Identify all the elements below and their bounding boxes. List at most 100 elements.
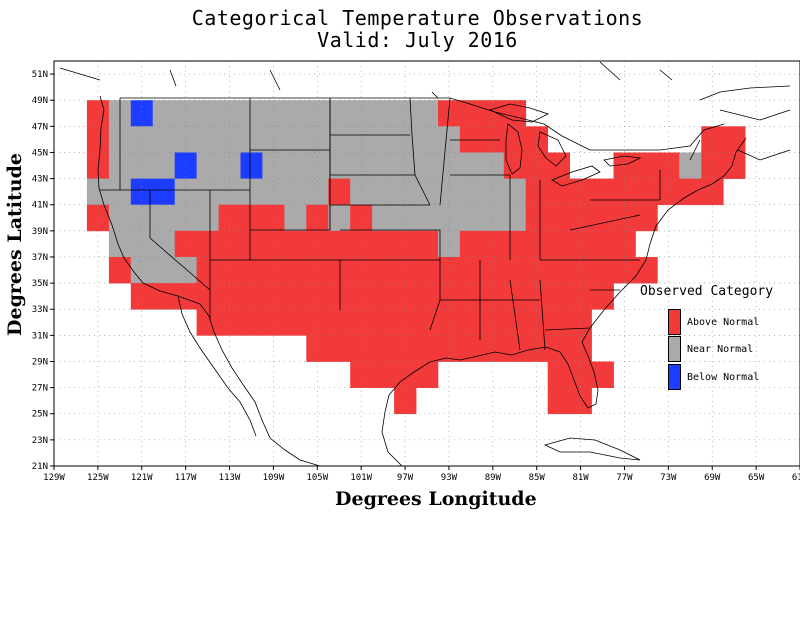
- category-cell: [350, 152, 373, 179]
- category-cell: [262, 152, 285, 179]
- category-cell: [284, 178, 307, 206]
- chart-title: Categorical Temperature Observations: [191, 6, 644, 30]
- category-cell: [701, 126, 724, 153]
- category-cell: [635, 257, 658, 284]
- category-cell: [613, 152, 636, 179]
- category-cell: [328, 126, 351, 153]
- category-cell: [372, 283, 395, 310]
- longitude-tick-label: 81W: [572, 473, 589, 483]
- category-cell: [438, 257, 461, 284]
- category-cell: [196, 230, 219, 258]
- category-cell: [372, 335, 395, 362]
- category-cell: [306, 230, 329, 258]
- category-cell: [262, 257, 285, 284]
- category-cell: [416, 126, 439, 153]
- category-cell: [613, 230, 636, 258]
- category-cell: [679, 152, 702, 179]
- category-cell: [372, 204, 395, 232]
- legend-item-above: Above Normal: [668, 309, 759, 335]
- category-cell: [350, 204, 373, 232]
- legend-item-near: Near Normal: [668, 336, 753, 362]
- category-cell: [416, 361, 439, 388]
- latitude-tick-label: 21N: [32, 462, 48, 472]
- plot-frame: [53, 60, 800, 467]
- category-cell: [503, 126, 527, 153]
- canada-features: [59, 61, 791, 161]
- category-cell: [635, 204, 658, 232]
- lake-superior: [488, 103, 550, 123]
- category-cell: [196, 283, 219, 310]
- latitude-tick-label: 45N: [32, 148, 48, 158]
- us-canada-border: [120, 97, 725, 151]
- category-cell: [394, 257, 417, 284]
- category-cell: [350, 335, 373, 362]
- category-cell: [350, 100, 373, 127]
- category-cell: [350, 126, 373, 153]
- category-cell: [284, 309, 307, 336]
- legend-label-above: Above Normal: [687, 316, 760, 328]
- category-cell: [218, 309, 241, 336]
- category-cell: [459, 178, 483, 206]
- category-cell: [372, 361, 395, 388]
- category-cell: [306, 152, 329, 179]
- category-cell: [547, 335, 570, 362]
- latitude-ticks: 51N 49N 47N 45N 43N 41N 39N 37N 35N 33N 31N 29N 27N 2…: [32, 70, 54, 472]
- longitude-tick-label: 117W: [175, 473, 197, 483]
- category-cell: [306, 204, 329, 232]
- category-cell: [306, 257, 329, 284]
- longitude-tick-label: 73W: [660, 473, 677, 483]
- mexico-outline: [208, 315, 321, 467]
- category-cell: [284, 230, 307, 258]
- category-cell: [416, 335, 439, 362]
- category-cell: [591, 257, 614, 284]
- category-cell: [481, 152, 505, 179]
- category-cell: [350, 309, 373, 336]
- category-cell: [503, 309, 527, 336]
- category-cell: [438, 309, 461, 336]
- category-cell: [262, 309, 285, 336]
- category-cell: [481, 309, 505, 336]
- category-cell: [152, 257, 175, 284]
- category-cell: [459, 100, 483, 127]
- category-cell: [591, 361, 614, 388]
- category-cell: [416, 257, 439, 284]
- category-cell: [547, 152, 570, 179]
- category-cell: [394, 361, 417, 388]
- category-cell: [503, 257, 527, 284]
- category-cell: [284, 257, 307, 284]
- category-cell: [86, 100, 110, 127]
- category-cell: [372, 152, 395, 179]
- gulf-coastline: [384, 137, 747, 413]
- latitude-tick-label: 33N: [32, 305, 48, 315]
- category-cell: [503, 100, 527, 127]
- longitude-tick-label: 93W: [441, 473, 458, 483]
- category-cell: [459, 152, 483, 179]
- category-cell: [569, 204, 592, 232]
- category-cell: [569, 257, 592, 284]
- x-axis-title: Degrees Longitude: [335, 488, 537, 510]
- category-cell: [218, 257, 241, 284]
- category-cell: [547, 283, 570, 310]
- category-cell: [503, 230, 527, 258]
- category-cell: [152, 283, 175, 310]
- category-cell: [481, 335, 505, 362]
- category-cell: [196, 100, 219, 127]
- category-cell: [723, 126, 746, 153]
- category-cell: [459, 283, 483, 310]
- category-cell: [591, 230, 614, 258]
- category-cell: [547, 361, 570, 388]
- longitude-tick-label: 121W: [131, 473, 153, 483]
- category-cell: [525, 152, 548, 179]
- category-cell: [152, 126, 175, 153]
- category-cell: [481, 230, 505, 258]
- category-cell: [240, 126, 263, 153]
- category-cell: [218, 230, 241, 258]
- legend-item-below: Below Normal: [668, 364, 759, 390]
- longitude-tick-label: 97W: [397, 473, 414, 483]
- category-cell: [547, 309, 570, 336]
- category-cell: [481, 100, 505, 127]
- longitude-tick-label: 113W: [219, 473, 241, 483]
- category-cell: [130, 126, 154, 153]
- category-cell: [394, 100, 417, 127]
- category-cell: [130, 257, 154, 284]
